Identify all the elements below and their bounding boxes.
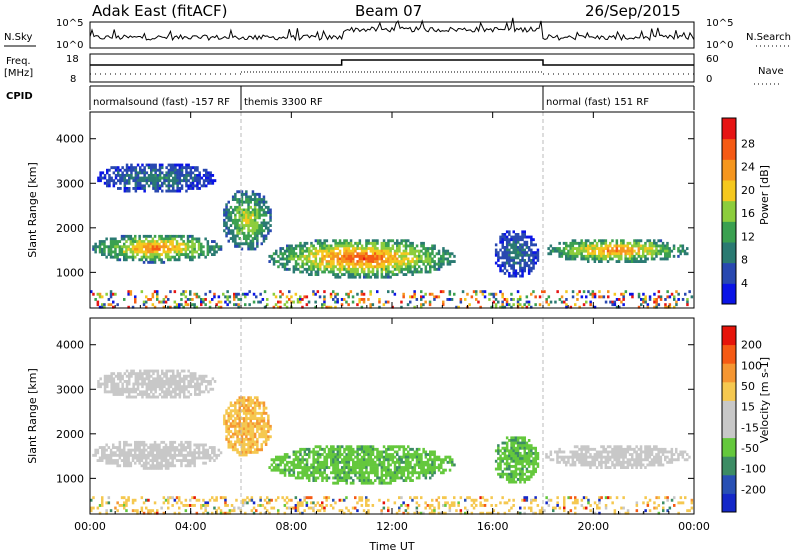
- nsky-tick-bottom: 10^0: [56, 40, 83, 51]
- power-echoes: [90, 112, 694, 309]
- echo-region-late-patch: [494, 436, 540, 484]
- xtick-label: 08:00: [275, 520, 307, 533]
- colorbar-tick: 8: [741, 254, 748, 267]
- ytick-label: 4000: [56, 133, 84, 146]
- colorbar-tick: 12: [741, 230, 755, 243]
- nsky-label: N.Sky: [4, 32, 32, 43]
- nave-label: Nave: [758, 66, 784, 77]
- nsky-trace: [89, 17, 695, 42]
- xtick-label: 00:00: [74, 520, 106, 533]
- echo-region-day-patch: [268, 445, 456, 485]
- freq-tick-bottom: 8: [70, 74, 76, 85]
- colorbar-tick: 24: [741, 161, 755, 174]
- colorbar-tick: 200: [741, 339, 762, 352]
- cpid-strip: CPID normalsound (fast) -157 RF themis 33…: [6, 85, 695, 110]
- freq-trace: [90, 59, 694, 75]
- colorbar-swatch: [722, 437, 736, 457]
- colorbar-tick: 16: [741, 207, 755, 220]
- colorbar-tick: 50: [741, 380, 755, 393]
- colorbar-swatch: [722, 456, 736, 476]
- ytick-label: 4000: [56, 339, 84, 352]
- nsky-tick-top: 10^5: [56, 18, 83, 29]
- echo-region-upper-patch: [97, 163, 217, 193]
- echo-region-band-late: [545, 445, 691, 469]
- colorbar-swatch: [722, 344, 736, 364]
- colorbar-swatch: [722, 474, 736, 494]
- freq-unit: [MHz]: [4, 68, 33, 79]
- freq-tick-top: 18: [66, 54, 79, 65]
- power-colorbar-label: Power [dB]: [758, 165, 771, 225]
- colorbar-swatch: [722, 262, 736, 284]
- power-panel: 1000 2000 3000 4000 Slant Range [km]: [26, 111, 695, 309]
- ytick-label: 2000: [56, 428, 84, 441]
- cpid-segment-0: normalsound (fast) -157 RF: [93, 97, 230, 108]
- colorbar-tick: -50: [741, 442, 759, 455]
- cpid-segment-1: themis 3300 RF: [244, 97, 323, 108]
- velocity-echoes: [90, 318, 694, 515]
- date-title: 26/Sep/2015: [585, 2, 681, 20]
- freq-strip: Freq. [MHz] 18 8 60 0 Nave: [4, 53, 784, 85]
- colorbar-swatch: [722, 419, 736, 439]
- colorbar-swatch: [722, 118, 736, 140]
- colorbar-tick: 4: [741, 277, 748, 290]
- colorbar-swatch: [722, 363, 736, 383]
- velocity-ylabel: Slant Range [km]: [26, 368, 39, 464]
- colorbar-swatch: [722, 400, 736, 420]
- echo-region-upper-patch: [97, 369, 217, 399]
- xtick-label: 00:00: [678, 520, 710, 533]
- colorbar-swatch: [722, 283, 736, 305]
- ytick-label: 3000: [56, 383, 84, 396]
- colorbar-swatch: [722, 159, 736, 181]
- ytick-label: 1000: [56, 266, 84, 279]
- station-title: Adak East (fitACF): [92, 2, 227, 20]
- echo-region-band-late: [547, 239, 689, 263]
- echo-region-band-early: [92, 234, 223, 264]
- cpid-segment-2: normal (fast) 151 RF: [546, 97, 649, 108]
- ytick-label: 1000: [56, 472, 84, 485]
- power-ylabel: Slant Range [km]: [26, 162, 39, 258]
- colorbar-swatch: [722, 221, 736, 243]
- xtick-label: 16:00: [477, 520, 509, 533]
- colorbar-swatch: [722, 138, 736, 160]
- xtick-label: 04:00: [175, 520, 207, 533]
- nave-tick-top: 60: [706, 54, 719, 65]
- echo-region-day-patch: [268, 239, 456, 279]
- colorbar-tick: 28: [741, 137, 755, 150]
- colorbar-tick: 100: [741, 359, 762, 372]
- echo-region-rise-early: [223, 190, 272, 251]
- nave-tick-bottom: 0: [706, 74, 712, 85]
- xtick-label: 20:00: [577, 520, 609, 533]
- colorbar-tick: -100: [741, 463, 766, 476]
- echo-region-rise-early: [223, 396, 272, 457]
- nsearch-tick-top: 10^5: [706, 18, 733, 29]
- nsearch-tick-bottom: 10^0: [706, 40, 733, 51]
- colorbar-tick: 15: [741, 401, 755, 414]
- freq-label: Freq.: [6, 56, 31, 67]
- echo-region-late-patch: [494, 230, 540, 278]
- colorbar-swatch: [722, 200, 736, 222]
- velocity-panel: 1000 2000 3000 4000 00:00 04:00 08:00 12:00 16:0…: [26, 317, 710, 553]
- colorbar-swatch: [722, 493, 736, 513]
- nsky-strip: N.Sky 10^5 10^0 10^5 10^0 N.Search: [4, 17, 791, 51]
- colorbar-swatch: [722, 180, 736, 202]
- colorbar-tick: -200: [741, 483, 766, 496]
- velocity-colorbar-label: Velocity [m s-1]: [758, 357, 771, 443]
- xtick-label: 12:00: [376, 520, 408, 533]
- velocity-colorbar: 200 100 50 15 -15 -50 -100 -200: [721, 325, 766, 513]
- nsearch-label: N.Search: [746, 32, 791, 43]
- colorbar-tick: -15: [741, 421, 759, 434]
- cpid-label: CPID: [6, 91, 33, 102]
- colorbar-swatch: [722, 242, 736, 264]
- echo-region-band-early: [92, 440, 223, 470]
- beam-title: Beam 07: [355, 2, 422, 20]
- power-colorbar: 4 8 12 16 20 24 28: [721, 117, 755, 305]
- colorbar-tick: 20: [741, 184, 755, 197]
- time-xlabel: Time UT: [368, 540, 414, 553]
- ytick-label: 2000: [56, 222, 84, 235]
- ytick-label: 3000: [56, 177, 84, 190]
- colorbar-swatch: [722, 326, 736, 346]
- colorbar-swatch: [722, 381, 736, 401]
